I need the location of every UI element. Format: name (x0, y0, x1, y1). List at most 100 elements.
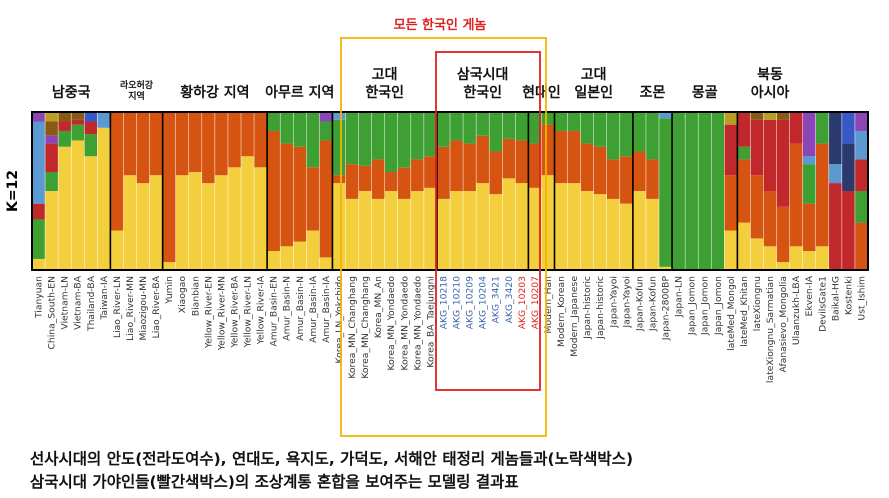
bar-segment-steelblue (802, 156, 817, 165)
bar-segment-green (332, 119, 346, 176)
bar-segment-olive (724, 112, 738, 125)
bar-segment-yellow (436, 198, 451, 270)
bar-segment-green (58, 130, 72, 147)
group-label: 조몬 (640, 85, 666, 101)
bar-segment-green (854, 191, 869, 223)
bar-segment-orange (267, 130, 281, 252)
bar-segment-brown (58, 112, 72, 122)
bar-segment-green (319, 121, 333, 141)
k-label: K=12 (5, 170, 21, 212)
bar-segment-yellow (123, 175, 137, 270)
bar-segment-yellow (463, 191, 477, 270)
sample-label: Amur_Basin-N (295, 276, 306, 341)
bar-segment-darkred (84, 121, 98, 135)
bar-segment-purple (45, 135, 59, 144)
bar-segment-green (528, 112, 542, 144)
bar-segment-yellow (332, 183, 346, 270)
bar-segment-yellow (645, 198, 660, 270)
bar-segment-orange (175, 112, 190, 176)
group-label: 삼국시대 한국인 (457, 67, 509, 101)
bar-segment-yellow (97, 127, 111, 270)
bar-segment-orange (489, 151, 503, 195)
bar-segment-yellow (201, 183, 216, 270)
group-label: 황하강 지역 (180, 84, 249, 101)
sample-label: Yellow_River-BA (229, 275, 240, 348)
bar-segment-orange (397, 167, 412, 199)
sample-label: Taiwan-IA (99, 275, 110, 320)
red-box (435, 51, 541, 391)
bar-segment-yellow (632, 191, 647, 270)
sample-label: Amur_Basin-IA (321, 275, 332, 343)
bar-segment-green (345, 112, 359, 165)
plot-frame (31, 111, 869, 271)
bar-segment-orange (423, 156, 438, 188)
caption-line-2: 삼국시대 가야인들(빨간색박스)의 조상계통 혼합을 보여주는 모델링 결과표 (30, 473, 519, 491)
bar-segment-orange (619, 156, 634, 204)
bar-segment-olive (45, 112, 59, 122)
bar-segment-yellow (606, 198, 621, 270)
bar-segment-orange (776, 206, 791, 263)
bar-segment-darkred (724, 124, 738, 176)
sample-label: Afanasievo_Mongolia (778, 276, 789, 372)
bar-segment-yellow (659, 266, 673, 270)
bar-segment-yellow (241, 156, 255, 270)
bar-segment-orange (306, 167, 320, 231)
bar-segment-green (502, 112, 516, 139)
bar-segment-orange (632, 151, 647, 191)
sample-label: Thailand-BA (86, 275, 97, 332)
sample-label: Modern_Japanese (569, 276, 580, 357)
group-label: 라오허강 지역 (120, 79, 154, 102)
bar-segment-yellow (345, 198, 359, 270)
group-label: 남중국 (52, 84, 91, 101)
bar-segment-yellow (227, 167, 242, 270)
bar-segment-orange (554, 130, 568, 184)
bar-segment-yellow (267, 251, 281, 270)
bar-segment-yellow (162, 262, 177, 270)
bar-segment-green (45, 172, 59, 191)
sample-label: Japan_Jomon (713, 276, 724, 336)
bar-segment-green (606, 112, 621, 160)
bar-segment-orange (463, 143, 477, 191)
bar-segment-orange (332, 175, 346, 184)
bar-segment-orange (280, 143, 294, 247)
sample-label: Ulaanzukh-LBA (791, 275, 802, 345)
sample-label: DevilsGate1 (817, 276, 828, 332)
bar-segment-green (463, 112, 477, 144)
bar-segment-yellow (724, 230, 738, 270)
bar-segment-yellow (528, 187, 542, 270)
bar-segment-darkred (776, 119, 791, 207)
sample-label: AKG_3420 (504, 276, 515, 324)
sample-label: Amur_Basin-EN (269, 276, 280, 347)
bar-segment-purple (32, 112, 46, 122)
group-label: 현대인 (522, 84, 561, 101)
bar-segment-purple (802, 112, 817, 157)
bar-segment-yellow (476, 183, 490, 270)
admixture-chart: 남중국 라오허강 지역 황하강 지역 아무르 지역 고대 한국인 삼국시대 한국인 현대인 고대 일본… (5, 17, 869, 437)
sample-label: Ust_Ishim (856, 276, 867, 321)
bar-segment-orange (593, 146, 608, 195)
bar-segment-orange (436, 146, 451, 199)
bar-segment-darkred (32, 203, 46, 220)
bar-segment-green (450, 112, 464, 141)
bar-segment-darkred (789, 112, 804, 144)
bar-segment-yellow (175, 175, 190, 270)
bar-segment-green (580, 112, 595, 144)
bar-segment-green (632, 112, 647, 152)
bar-segment-green (619, 112, 634, 157)
bar-segment-green (698, 112, 712, 270)
bar-segment-orange (567, 130, 582, 184)
bar-segment-yellow (45, 191, 59, 270)
bar-segment-orange (201, 112, 216, 184)
sample-label: lateXiongnu (752, 276, 763, 331)
sample-label: Liao_River-LN (112, 276, 123, 338)
bar-segment-green (567, 112, 582, 131)
bar-segment-darkred (763, 119, 777, 191)
bar-segment-orange (214, 112, 229, 176)
sample-label: AKG_10210 (452, 276, 463, 329)
bar-segment-orange (358, 165, 373, 191)
bar-segment-purple (854, 112, 869, 131)
bar-segment-green (436, 112, 451, 147)
bar-segment-steelblue (332, 112, 346, 120)
bar-segment-steelblue (32, 121, 46, 204)
bar-segment-green (384, 112, 399, 173)
